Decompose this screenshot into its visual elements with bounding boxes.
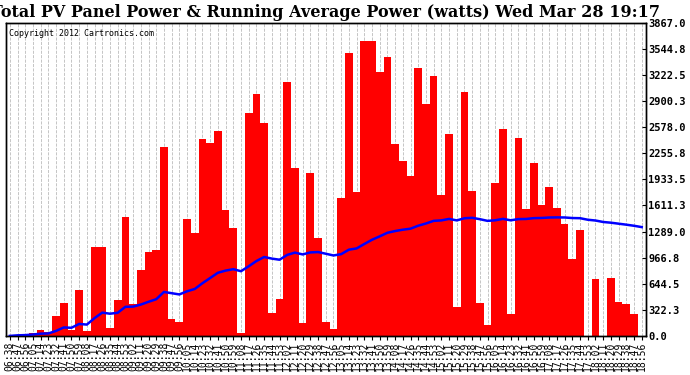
Bar [406, 176, 415, 336]
Bar [168, 319, 175, 336]
Bar [129, 304, 137, 336]
Bar [591, 279, 600, 336]
Bar [75, 290, 83, 336]
Bar [376, 72, 384, 336]
Bar [260, 123, 268, 336]
Bar [29, 333, 37, 336]
Bar [545, 187, 553, 336]
Bar [121, 217, 129, 336]
Bar [284, 82, 291, 336]
Bar [415, 69, 422, 336]
Bar [422, 104, 430, 336]
Bar [538, 205, 545, 336]
Bar [99, 247, 106, 336]
Bar [145, 252, 152, 336]
Bar [106, 328, 114, 336]
Bar [569, 259, 576, 336]
Bar [530, 163, 538, 336]
Bar [90, 246, 99, 336]
Bar [384, 57, 391, 336]
Bar [253, 93, 260, 336]
Bar [160, 147, 168, 336]
Bar [507, 314, 515, 336]
Bar [68, 330, 75, 336]
Bar [14, 335, 21, 336]
Bar [437, 195, 445, 336]
Bar [330, 329, 337, 336]
Bar [183, 219, 191, 336]
Bar [553, 208, 561, 336]
Bar [576, 230, 584, 336]
Bar [453, 306, 461, 336]
Bar [37, 330, 44, 336]
Bar [306, 174, 314, 336]
Bar [615, 302, 622, 336]
Bar [345, 53, 353, 336]
Bar [399, 161, 406, 336]
Bar [237, 333, 245, 336]
Bar [476, 303, 484, 336]
Bar [299, 324, 306, 336]
Bar [199, 139, 206, 336]
Bar [491, 183, 499, 336]
Bar [152, 250, 160, 336]
Bar [314, 238, 322, 336]
Bar [60, 303, 68, 336]
Bar [360, 40, 368, 336]
Bar [461, 92, 469, 336]
Bar [561, 224, 569, 336]
Bar [21, 334, 29, 336]
Bar [291, 168, 299, 336]
Bar [499, 129, 507, 336]
Bar [44, 332, 52, 336]
Bar [322, 322, 330, 336]
Bar [391, 144, 399, 336]
Bar [630, 314, 638, 336]
Bar [191, 233, 199, 336]
Bar [206, 143, 214, 336]
Bar [368, 40, 376, 336]
Bar [445, 134, 453, 336]
Bar [515, 138, 522, 336]
Bar [484, 325, 491, 336]
Title: Total PV Panel Power & Running Average Power (watts) Wed Mar 28 19:17: Total PV Panel Power & Running Average P… [0, 4, 660, 21]
Bar [353, 192, 360, 336]
Bar [214, 131, 221, 336]
Bar [337, 198, 345, 336]
Bar [522, 210, 530, 336]
Bar [114, 300, 121, 336]
Bar [229, 228, 237, 336]
Bar [83, 331, 90, 336]
Bar [137, 270, 145, 336]
Bar [52, 316, 60, 336]
Bar [276, 299, 284, 336]
Bar [607, 278, 615, 336]
Bar [469, 191, 476, 336]
Bar [221, 210, 229, 336]
Bar [430, 76, 437, 336]
Text: Copyright 2012 Cartronics.com: Copyright 2012 Cartronics.com [9, 29, 154, 38]
Bar [268, 314, 276, 336]
Bar [245, 113, 253, 336]
Bar [622, 304, 630, 336]
Bar [175, 322, 183, 336]
